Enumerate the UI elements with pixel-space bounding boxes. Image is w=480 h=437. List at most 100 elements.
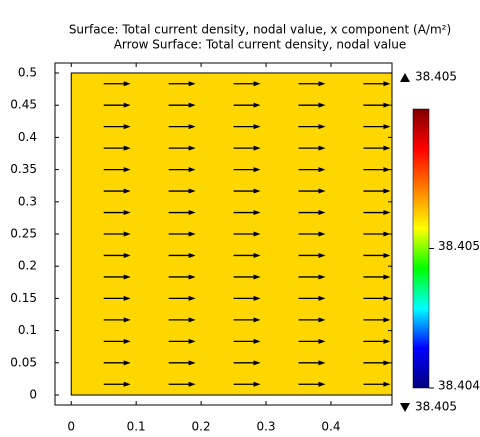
arrow-head (188, 210, 196, 216)
arrow (233, 81, 261, 87)
chart-title: Surface: Total current density, nodal va… (69, 23, 451, 37)
arrow-head (188, 317, 196, 323)
arrow (103, 381, 131, 387)
min-marker (400, 403, 410, 412)
arrow-head (188, 188, 196, 194)
arrow (363, 381, 391, 387)
arrow-head (253, 252, 261, 258)
arrow (168, 317, 196, 323)
arrow-head (318, 231, 326, 237)
arrow (103, 274, 131, 280)
arrow (233, 338, 261, 344)
arrow (168, 188, 196, 194)
arrow-head (123, 124, 131, 130)
arrow-head (318, 210, 326, 216)
y-tick-label: 0.5 (18, 65, 37, 79)
arrow-head (123, 210, 131, 216)
arrow (103, 231, 131, 237)
arrow (363, 210, 391, 216)
y-tick-label: 0.45 (10, 98, 37, 112)
arrow (298, 81, 326, 87)
arrow (233, 124, 261, 130)
arrow-head (383, 124, 391, 130)
arrow (168, 338, 196, 344)
arrow-head (188, 231, 196, 237)
arrow (168, 81, 196, 87)
colorbar-tick-label: 38.404 (438, 379, 480, 393)
arrow (363, 317, 391, 323)
arrow-head (253, 381, 261, 387)
arrow-head (188, 124, 196, 130)
arrow-head (188, 274, 196, 280)
arrow-head (123, 102, 131, 108)
arrow (298, 102, 326, 108)
arrow (233, 252, 261, 258)
arrow (298, 167, 326, 173)
arrow-head (253, 81, 261, 87)
arrow (233, 145, 261, 151)
arrow (363, 338, 391, 344)
arrow (103, 338, 131, 344)
arrow (168, 274, 196, 280)
arrow-head (253, 274, 261, 280)
arrow-head (318, 167, 326, 173)
arrow (298, 274, 326, 280)
min-label: 38.405 (415, 400, 457, 414)
arrow (233, 210, 261, 216)
arrow (363, 81, 391, 87)
max-marker (400, 73, 410, 82)
arrow (103, 252, 131, 258)
x-tick-label: 0.3 (256, 420, 275, 434)
arrow-head (253, 124, 261, 130)
arrow-head (123, 317, 131, 323)
y-tick-label: 0.15 (10, 291, 37, 305)
arrow-head (253, 317, 261, 323)
arrow-head (318, 102, 326, 108)
arrow (233, 102, 261, 108)
x-tick-label: 0 (67, 420, 75, 434)
arrow-head (253, 231, 261, 237)
y-tick-label: 0 (29, 388, 37, 402)
arrow (363, 124, 391, 130)
arrow-head (383, 167, 391, 173)
y-tick-label: 0.1 (18, 323, 37, 337)
arrow-head (253, 295, 261, 301)
arrow (233, 360, 261, 366)
arrow (363, 145, 391, 151)
arrow-head (253, 188, 261, 194)
arrow (298, 360, 326, 366)
arrow-head (318, 145, 326, 151)
arrow (298, 124, 326, 130)
arrow (168, 252, 196, 258)
y-tick-label: 0.25 (10, 227, 37, 241)
arrow-head (318, 295, 326, 301)
arrow (298, 252, 326, 258)
arrow (298, 145, 326, 151)
arrow (363, 274, 391, 280)
arrow (298, 295, 326, 301)
arrow (363, 295, 391, 301)
arrow (298, 231, 326, 237)
arrow-head (188, 338, 196, 344)
arrow-head (318, 338, 326, 344)
arrow-head (123, 167, 131, 173)
arrow-head (318, 381, 326, 387)
arrow-head (383, 81, 391, 87)
arrow-head (188, 360, 196, 366)
arrow-head (123, 274, 131, 280)
arrow-head (383, 188, 391, 194)
arrow-head (318, 188, 326, 194)
arrow-head (123, 295, 131, 301)
arrow (233, 188, 261, 194)
y-tick-label: 0.3 (18, 194, 37, 208)
arrow (103, 81, 131, 87)
arrow-head (383, 360, 391, 366)
arrow-head (318, 274, 326, 280)
arrow-head (188, 102, 196, 108)
arrow-head (253, 338, 261, 344)
arrow-head (383, 145, 391, 151)
arrow-head (383, 295, 391, 301)
arrow-head (253, 102, 261, 108)
arrow-head (188, 252, 196, 258)
arrow-head (253, 360, 261, 366)
